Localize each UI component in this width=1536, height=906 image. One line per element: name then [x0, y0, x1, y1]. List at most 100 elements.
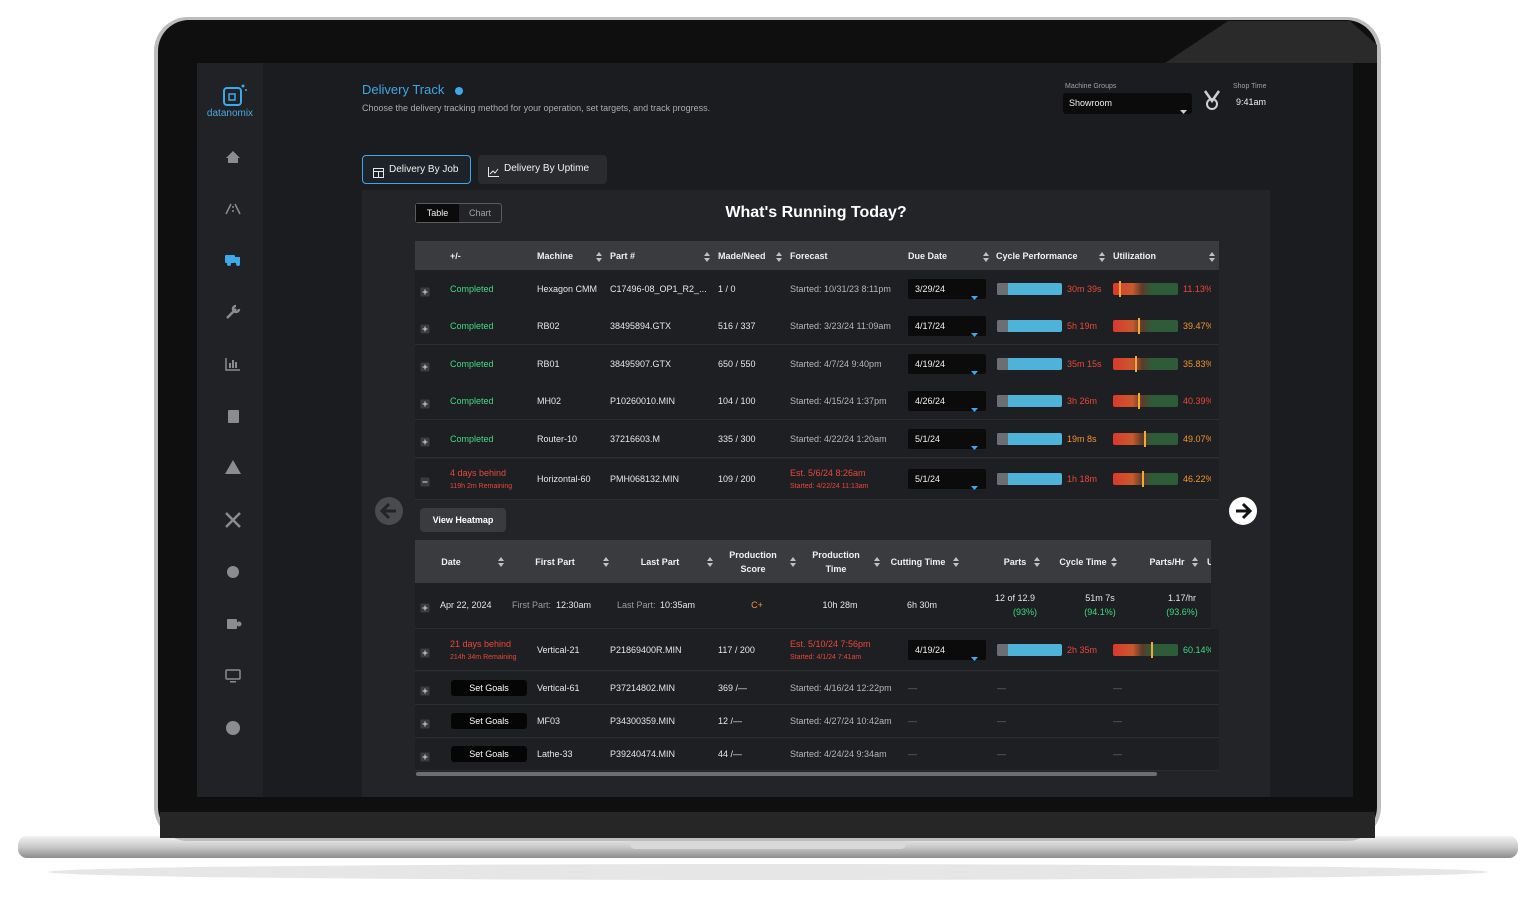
status-remaining: 214h 34m Remaining [450, 654, 517, 661]
detail-column-header: Production Score [729, 550, 777, 574]
caret [971, 648, 978, 661]
cycle-performance: 3h 26m [1067, 396, 1098, 406]
sort-icon[interactable] [874, 555, 880, 567]
expand-toggle[interactable] [420, 359, 430, 372]
forecast: Started: 4/22/24 1:20am [790, 434, 887, 444]
sort-icon[interactable] [776, 250, 782, 262]
part-number: 37216603.M [610, 434, 661, 444]
cycle-bar-base [997, 320, 1008, 332]
set-goals-button[interactable]: Set Goals [451, 746, 527, 762]
table-row [415, 307, 1219, 345]
expand-toggle[interactable] [420, 645, 430, 658]
cycle-performance: 35m 15s [1067, 359, 1102, 369]
sort-icon[interactable] [1192, 555, 1198, 567]
detail-column-header: Date [441, 557, 461, 567]
due-date-select[interactable]: 3/29/24 [908, 279, 986, 299]
sort-icon[interactable] [1111, 555, 1117, 567]
sort-icon[interactable] [953, 555, 959, 567]
due-date-select[interactable]: 4/19/24 [908, 640, 986, 660]
sort-icon[interactable] [603, 555, 609, 567]
cycle-performance-bar [997, 358, 1062, 370]
expand-toggle[interactable] [420, 321, 430, 334]
utilization-bar [1113, 358, 1178, 370]
utilization-label: — [1113, 683, 1122, 693]
expand-toggle[interactable] [420, 749, 430, 762]
expand-toggle[interactable] [420, 600, 430, 613]
detail-column-header: Parts [1003, 557, 1027, 567]
machine: RB01 [537, 359, 560, 369]
info-icon[interactable] [455, 87, 463, 95]
toggle-label: Table [426, 208, 449, 218]
expand-toggle[interactable] [420, 716, 430, 729]
forecast-started: Started: 4/1/24 7:41am [790, 654, 862, 661]
utilization-marker [1143, 431, 1146, 447]
tab[interactable]: Delivery By Uptime [478, 155, 607, 184]
cycle-bar-base [997, 473, 1008, 485]
expand-toggle[interactable] [420, 683, 430, 696]
expand-toggle[interactable] [420, 284, 430, 297]
cycle-performance-bar [997, 395, 1062, 407]
sort-icon[interactable] [1034, 555, 1040, 567]
sort-icon[interactable] [704, 250, 710, 262]
sort-icon[interactable] [1099, 250, 1105, 262]
expand-toggle[interactable] [420, 434, 430, 447]
part-number: 38495907.GTX [610, 359, 672, 369]
due-date: 4/17/24 [915, 321, 946, 331]
parts-per-hour: 1.17/hr [1167, 593, 1197, 603]
caret [971, 399, 978, 412]
made-need: 335 / 300 [718, 434, 756, 444]
expand-toggle[interactable] [420, 474, 430, 487]
due-date: 4/19/24 [915, 359, 946, 369]
set-goals-button[interactable]: Set Goals [451, 680, 527, 696]
due-date-select[interactable]: 4/17/24 [908, 316, 986, 336]
sort-icon[interactable] [983, 250, 989, 262]
expand-toggle[interactable] [420, 396, 430, 409]
made-need: 12 /— [718, 716, 743, 726]
scrollbar[interactable] [416, 772, 1157, 776]
due-date: — [908, 716, 917, 726]
last-part-label: Last Part: [617, 600, 656, 610]
tab[interactable]: Delivery By Job [362, 155, 471, 184]
tab-label: Delivery By Job [389, 164, 459, 175]
cycle-performance-bar [997, 473, 1062, 485]
utilization-label: — [1113, 716, 1122, 726]
sort-icon[interactable] [1209, 250, 1215, 262]
set-goals-button[interactable]: Set Goals [451, 713, 527, 729]
column-header: +/- [450, 251, 461, 261]
view-heatmap-label: View Heatmap [432, 515, 494, 525]
machine: Vertical-21 [537, 645, 580, 655]
last-part: 10:35am [660, 600, 696, 610]
column-header: Part # [610, 251, 636, 261]
due-date-select[interactable]: 5/1/24 [908, 429, 986, 449]
cycle-performance: 5h 19m [1067, 321, 1098, 331]
due-date-select[interactable]: 5/1/24 [908, 469, 986, 489]
caret [1180, 101, 1187, 114]
view-toggle: Table Chart [415, 203, 502, 223]
cycle-performance: — [997, 716, 1006, 726]
panel-title: What's Running Today? [725, 204, 907, 221]
utilization-label: 35.83% [1183, 359, 1211, 369]
utilization-label: 46.22% [1183, 474, 1211, 484]
part-number: P10260010.MIN [610, 396, 676, 406]
sort-icon[interactable] [596, 250, 602, 262]
status: Completed [450, 396, 494, 406]
toggle-button[interactable]: Table [416, 204, 459, 222]
view-heatmap-button[interactable]: View Heatmap [420, 508, 506, 532]
table-row [415, 737, 1219, 771]
made-need: 44 /— [718, 749, 743, 759]
sort-icon[interactable] [707, 555, 713, 567]
part-number: P21869400R.MIN [610, 645, 682, 655]
machine: Lathe-33 [537, 749, 573, 759]
machine-group-select[interactable]: Showroom [1063, 93, 1192, 114]
forecast: Started: 4/15/24 1:37pm [790, 396, 887, 406]
made-need: 104 / 100 [718, 396, 756, 406]
due-date-select[interactable]: 4/19/24 [908, 354, 986, 374]
utilization-marker [1151, 642, 1154, 658]
sort-icon[interactable] [498, 555, 504, 567]
toggle-button[interactable]: Chart [459, 204, 501, 222]
cycle-bar-base [997, 283, 1008, 295]
sort-icon[interactable] [790, 555, 796, 567]
table-row [415, 629, 1219, 671]
due-date-select[interactable]: 4/26/24 [908, 391, 986, 411]
